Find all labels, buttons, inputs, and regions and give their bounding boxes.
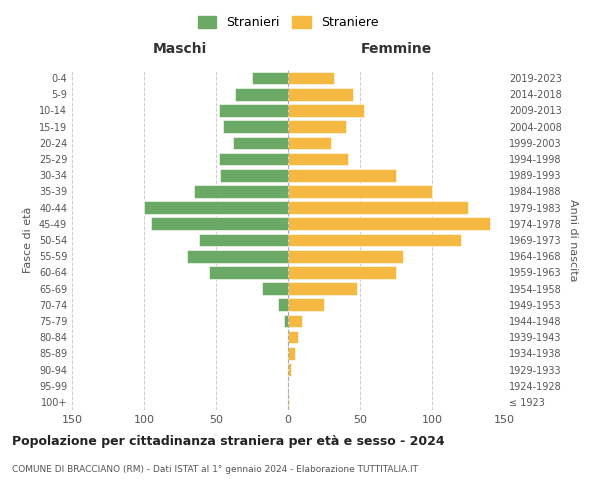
Bar	[288, 314, 302, 328]
Legend: Stranieri, Straniere: Stranieri, Straniere	[193, 11, 383, 34]
Bar	[252, 72, 288, 85]
Bar	[288, 152, 349, 166]
Bar	[288, 88, 353, 101]
Bar	[288, 396, 289, 408]
Bar	[288, 347, 295, 360]
Bar	[288, 169, 396, 181]
Y-axis label: Fasce di età: Fasce di età	[23, 207, 33, 273]
Text: Femmine: Femmine	[361, 42, 431, 56]
Bar	[235, 88, 288, 101]
Bar	[288, 120, 346, 133]
Bar	[278, 298, 288, 311]
Bar	[223, 120, 288, 133]
Bar	[194, 185, 288, 198]
Bar	[220, 169, 288, 181]
Bar	[288, 104, 364, 117]
Y-axis label: Anni di nascita: Anni di nascita	[568, 198, 578, 281]
Bar	[288, 250, 403, 262]
Bar	[288, 202, 468, 214]
Bar	[209, 266, 288, 278]
Bar	[219, 104, 288, 117]
Bar	[288, 298, 324, 311]
Bar	[288, 282, 357, 295]
Text: Popolazione per cittadinanza straniera per età e sesso - 2024: Popolazione per cittadinanza straniera p…	[12, 435, 445, 448]
Bar	[288, 234, 461, 246]
Bar	[199, 234, 288, 246]
Bar	[187, 250, 288, 262]
Bar	[288, 218, 490, 230]
Bar	[288, 185, 432, 198]
Bar	[288, 266, 396, 278]
Text: COMUNE DI BRACCIANO (RM) - Dati ISTAT al 1° gennaio 2024 - Elaborazione TUTTITAL: COMUNE DI BRACCIANO (RM) - Dati ISTAT al…	[12, 465, 418, 474]
Text: Maschi: Maschi	[153, 42, 207, 56]
Bar	[219, 152, 288, 166]
Bar	[288, 331, 298, 344]
Bar	[288, 363, 291, 376]
Bar	[284, 314, 288, 328]
Bar	[144, 202, 288, 214]
Bar	[151, 218, 288, 230]
Bar	[288, 136, 331, 149]
Bar	[233, 136, 288, 149]
Bar	[288, 72, 334, 85]
Bar	[262, 282, 288, 295]
